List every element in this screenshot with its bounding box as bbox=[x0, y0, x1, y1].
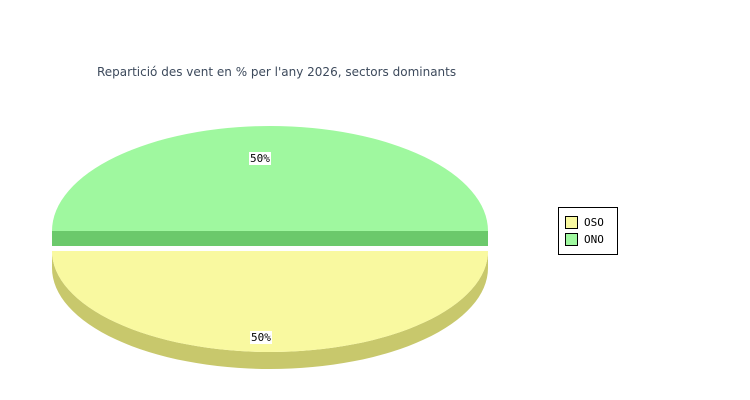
slice-label-oso: 50% bbox=[250, 331, 272, 344]
legend-entry-ono: ONO bbox=[565, 233, 617, 246]
slice-label-ono: 50% bbox=[249, 152, 271, 165]
legend-label-ono: ONO bbox=[584, 233, 604, 246]
pie-slice-oso-side bbox=[52, 251, 488, 369]
pie-slice-ono bbox=[52, 126, 488, 231]
legend: OSO ONO bbox=[558, 207, 618, 255]
chart-title: Repartició des vent en % per l'any 2026,… bbox=[97, 65, 457, 79]
legend-swatch-ono-icon bbox=[565, 233, 578, 246]
pie-slice-oso bbox=[52, 251, 488, 352]
pie-slice-ono-side bbox=[52, 231, 488, 246]
legend-swatch-oso-icon bbox=[565, 216, 578, 229]
legend-label-oso: OSO bbox=[584, 216, 604, 229]
legend-entry-oso: OSO bbox=[565, 216, 617, 229]
